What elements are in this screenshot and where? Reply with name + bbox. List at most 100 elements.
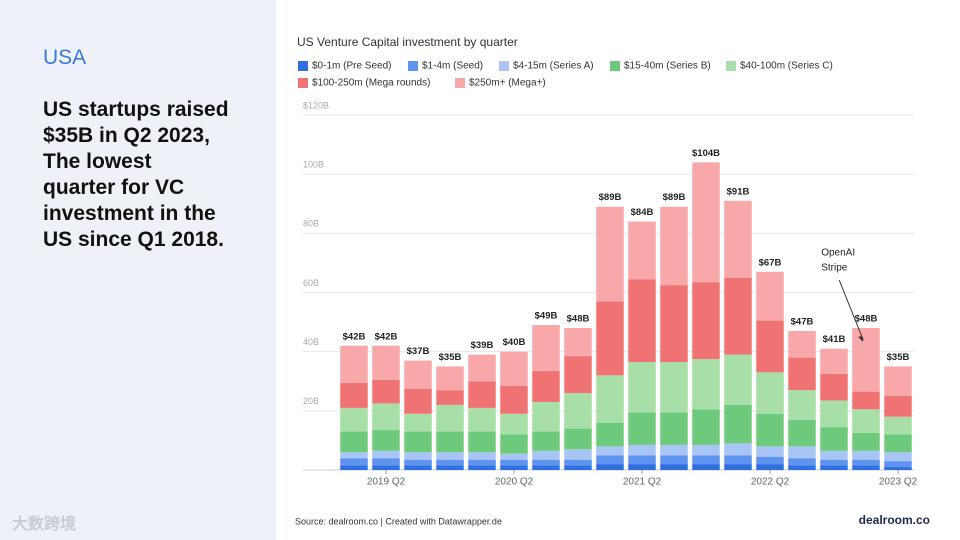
x-tick-label: 2023 Q2 xyxy=(879,477,918,488)
bar-segment xyxy=(436,404,464,432)
bar-segment xyxy=(340,431,368,453)
total-label: $41B xyxy=(823,334,846,345)
x-tick-label: 2022 Q2 xyxy=(751,477,790,488)
bar-segment xyxy=(852,465,880,470)
bar-segment xyxy=(564,465,592,470)
bar-segment xyxy=(500,465,528,470)
bar-segment xyxy=(692,464,720,470)
bar-segment xyxy=(404,452,432,460)
bar-segment xyxy=(468,465,496,470)
bar-segment xyxy=(564,459,592,466)
bar-segment xyxy=(724,354,752,405)
headline-line: investment in the xyxy=(43,202,216,225)
bar-segment xyxy=(756,271,784,321)
bar-segment xyxy=(788,357,816,391)
bar-segment xyxy=(852,433,880,451)
bar-segment xyxy=(820,348,848,374)
legend-label: $40-100m (Series C) xyxy=(740,61,833,72)
bar-segment xyxy=(596,455,624,465)
y-tick-label: 20B xyxy=(303,396,319,406)
bar-segment xyxy=(692,444,720,456)
legend-label: $15-40m (Series B) xyxy=(624,61,711,72)
bar-segment xyxy=(468,407,496,432)
legend-swatch xyxy=(455,78,465,88)
bar-segment xyxy=(340,465,368,470)
legend-swatch xyxy=(298,61,308,71)
bar-segment xyxy=(372,450,400,459)
bar-segment xyxy=(756,372,784,414)
total-label: $89B xyxy=(663,192,686,203)
bar-segment xyxy=(468,381,496,408)
bar-segment xyxy=(692,409,720,445)
bar-segment xyxy=(532,465,560,470)
bar-segment xyxy=(468,452,496,460)
bar-segment xyxy=(788,330,816,358)
bar-segment xyxy=(500,459,528,466)
bar-segment xyxy=(820,450,848,460)
headline-line: US since Q1 2018. xyxy=(43,228,224,251)
bar-segment xyxy=(724,404,752,444)
total-label: $35B xyxy=(887,352,910,363)
bar-segment xyxy=(756,446,784,457)
bar-segment xyxy=(628,455,656,465)
bar-segment xyxy=(884,452,912,462)
bar-segment xyxy=(788,390,816,420)
x-tick-label: 2021 Q2 xyxy=(623,477,662,488)
legend-label: $1-4m (Seed) xyxy=(422,61,483,72)
bar-segment xyxy=(372,403,400,431)
total-label: $91B xyxy=(727,186,750,197)
total-label: $35B xyxy=(439,352,462,363)
bar-segment xyxy=(340,458,368,466)
watermark: 大数跨境 xyxy=(12,516,77,533)
bar-segment xyxy=(500,434,528,454)
legend-swatch xyxy=(610,61,620,71)
bar-segment xyxy=(756,413,784,447)
bar-segment xyxy=(596,206,624,302)
bar-segment xyxy=(660,412,688,445)
bar-segment xyxy=(404,431,432,453)
legend-label: $4-15m (Series A) xyxy=(513,61,594,72)
bar-segment xyxy=(532,370,560,402)
bar-segment xyxy=(628,444,656,456)
bar-segment xyxy=(660,206,688,286)
bar-segment xyxy=(628,279,656,363)
bar-segment xyxy=(500,413,528,435)
bar-segment xyxy=(820,400,848,428)
bar-segment xyxy=(404,459,432,466)
total-label: $40B xyxy=(503,337,526,348)
bar-segment xyxy=(372,458,400,466)
bar-segment xyxy=(884,461,912,468)
total-label: $39B xyxy=(471,340,494,351)
bar-segment xyxy=(756,456,784,465)
bar-segment xyxy=(756,464,784,470)
bar-segment xyxy=(532,401,560,432)
bar-segment xyxy=(852,450,880,460)
bar-segment xyxy=(500,351,528,386)
region-label: USA xyxy=(43,46,87,69)
y-tick-label: 80B xyxy=(303,219,319,229)
bar-segment xyxy=(564,393,592,429)
bar-segment xyxy=(532,450,560,460)
total-label: $48B xyxy=(855,314,878,325)
bar-segment xyxy=(404,413,432,432)
y-tick-label: $120B xyxy=(303,100,329,110)
bar-segment xyxy=(692,359,720,410)
bar-segment xyxy=(724,464,752,470)
y-tick-label: 40B xyxy=(303,337,319,347)
bar-segment xyxy=(884,467,912,470)
total-label: $84B xyxy=(631,207,654,218)
bar-segment xyxy=(372,345,400,380)
legend-label: $100-250m (Mega rounds) xyxy=(312,78,430,89)
annotation-arrow xyxy=(838,279,864,341)
bar-segment xyxy=(724,455,752,465)
bar-segment xyxy=(596,422,624,447)
bar-segment xyxy=(564,449,592,460)
bar-segment xyxy=(820,459,848,466)
legend-swatch xyxy=(499,61,509,71)
bar-segment xyxy=(564,328,592,357)
bar-segment xyxy=(468,431,496,453)
logo: dealroom.co xyxy=(859,513,930,527)
bar-segment xyxy=(596,464,624,470)
x-tick-label: 2020 Q2 xyxy=(495,477,534,488)
